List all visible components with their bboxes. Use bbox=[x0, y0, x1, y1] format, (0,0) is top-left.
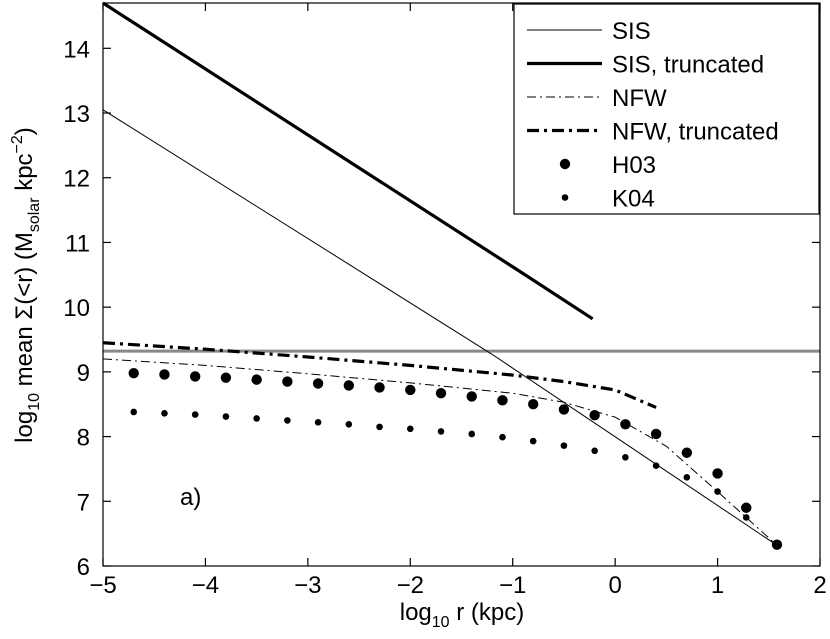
y-tick-label: 7 bbox=[77, 489, 90, 516]
series-line-sis bbox=[102, 109, 778, 546]
y-tick-label: 6 bbox=[77, 554, 90, 581]
data-point-k04-2 bbox=[191, 411, 199, 418]
y-tick-label: 11 bbox=[65, 230, 90, 257]
data-point-h03-2 bbox=[189, 371, 201, 382]
data-point-h03-13 bbox=[528, 399, 539, 410]
data-point-k04-3 bbox=[222, 413, 230, 420]
y-tick-label: 12 bbox=[63, 166, 90, 193]
data-point-k04-8 bbox=[376, 423, 383, 431]
x-tick-label: 0 bbox=[608, 572, 621, 599]
y-tick-label: 14 bbox=[63, 36, 90, 63]
x-tick-label: −1 bbox=[499, 572, 526, 599]
data-point-k04-18 bbox=[683, 474, 691, 481]
y-axis-label-kpc: kpc bbox=[11, 153, 38, 197]
x-tick-label: 1 bbox=[711, 572, 724, 599]
data-point-h03-5 bbox=[282, 376, 293, 387]
data-point-h03-17 bbox=[650, 428, 662, 440]
data-point-k04-16 bbox=[622, 453, 629, 461]
data-point-h03-9 bbox=[405, 384, 416, 396]
data-point-h03-20 bbox=[741, 502, 752, 513]
data-point-h03-8 bbox=[374, 382, 385, 393]
data-point-k04-4 bbox=[253, 415, 260, 422]
data-point-k04-13 bbox=[529, 437, 537, 445]
data-point-k04-14 bbox=[560, 442, 568, 449]
data-point-h03-15 bbox=[589, 410, 600, 421]
data-point-k04-17 bbox=[652, 462, 660, 469]
y-tick-label: 8 bbox=[77, 425, 90, 452]
data-point-h03-12 bbox=[497, 395, 508, 406]
legend-label-k04: K04 bbox=[612, 186, 655, 213]
y-tick-label: 9 bbox=[77, 360, 90, 387]
x-axis-label-unit: r (kpc) bbox=[450, 599, 525, 626]
data-point-k04-5 bbox=[284, 417, 291, 424]
data-point-h03-7 bbox=[343, 380, 355, 391]
legend-marker-h03 bbox=[559, 158, 571, 170]
x-tick-label: −3 bbox=[294, 572, 321, 599]
data-point-k04-1 bbox=[161, 409, 168, 417]
axes-box bbox=[102, 2, 821, 567]
data-point-k04-19 bbox=[714, 488, 721, 495]
data-point-h03-14 bbox=[558, 404, 570, 415]
data-point-h03-11 bbox=[466, 391, 477, 402]
series-line-nfw-truncated bbox=[102, 341, 657, 409]
data-point-h03-19 bbox=[712, 468, 723, 479]
legend-label-nfw: NFW bbox=[612, 85, 667, 112]
y-axis-label-close: ) bbox=[11, 127, 38, 135]
data-point-h03-16 bbox=[620, 419, 631, 430]
x-tick-label: −2 bbox=[397, 572, 424, 599]
y-axis-label: log10 mean Σ(<r) (Msolar kpc−2) bbox=[9, 127, 43, 443]
y-tick-label: 13 bbox=[63, 101, 90, 128]
y-axis-label-solar: solar bbox=[26, 197, 43, 232]
data-point-h03-18 bbox=[681, 447, 693, 458]
legend-label-sis-truncated: SIS, truncated bbox=[612, 52, 764, 79]
data-point-k04-7 bbox=[345, 420, 353, 428]
panel-label: a) bbox=[180, 484, 201, 511]
x-axis-label-log: log bbox=[400, 599, 432, 626]
data-point-h03-6 bbox=[312, 378, 324, 389]
data-point-k04-20 bbox=[742, 514, 750, 521]
data-point-k04-6 bbox=[314, 419, 322, 426]
series-line-nfw bbox=[102, 358, 778, 546]
y-axis-label-log: log bbox=[11, 411, 38, 443]
x-axis-label-subscript: 10 bbox=[432, 614, 450, 631]
data-point-k04-10 bbox=[437, 428, 445, 435]
x-tick-label: 2 bbox=[813, 572, 826, 599]
x-tick-label: −5 bbox=[89, 572, 116, 599]
plot-area bbox=[102, 1, 820, 550]
legend: SIS SIS, truncated NFW NFW, truncated H03 K04 bbox=[513, 3, 820, 215]
data-point-k04-12 bbox=[499, 433, 506, 441]
data-point-h03-1 bbox=[159, 369, 170, 380]
legend-label-sis: SIS bbox=[612, 18, 651, 45]
y-axis-label-mean: mean Σ(<r) (M bbox=[11, 232, 38, 393]
x-axis-label: log10 r (kpc) bbox=[400, 599, 525, 631]
data-point-h03-4 bbox=[251, 374, 262, 385]
data-point-h03-10 bbox=[435, 388, 447, 399]
legend-box bbox=[513, 3, 820, 215]
legend-label-nfw-truncated: NFW, truncated bbox=[612, 119, 779, 146]
data-point-h03-3 bbox=[220, 372, 232, 383]
y-axis-label-subscript: 10 bbox=[26, 393, 43, 411]
legend-marker-k04 bbox=[561, 194, 569, 201]
data-point-k04-11 bbox=[468, 430, 476, 438]
legend-label-h03: H03 bbox=[612, 152, 656, 179]
x-tick-label: −4 bbox=[192, 572, 219, 599]
series-line-sis-truncated bbox=[102, 1, 594, 321]
y-tick-label: 10 bbox=[63, 295, 90, 322]
data-point-k04-21 bbox=[773, 541, 781, 549]
data-point-k04-9 bbox=[406, 425, 414, 433]
data-point-k04-0 bbox=[130, 408, 138, 416]
data-point-h03-0 bbox=[128, 367, 139, 379]
data-point-k04-15 bbox=[591, 447, 598, 455]
y-axis-label-exponent: −2 bbox=[9, 135, 26, 153]
